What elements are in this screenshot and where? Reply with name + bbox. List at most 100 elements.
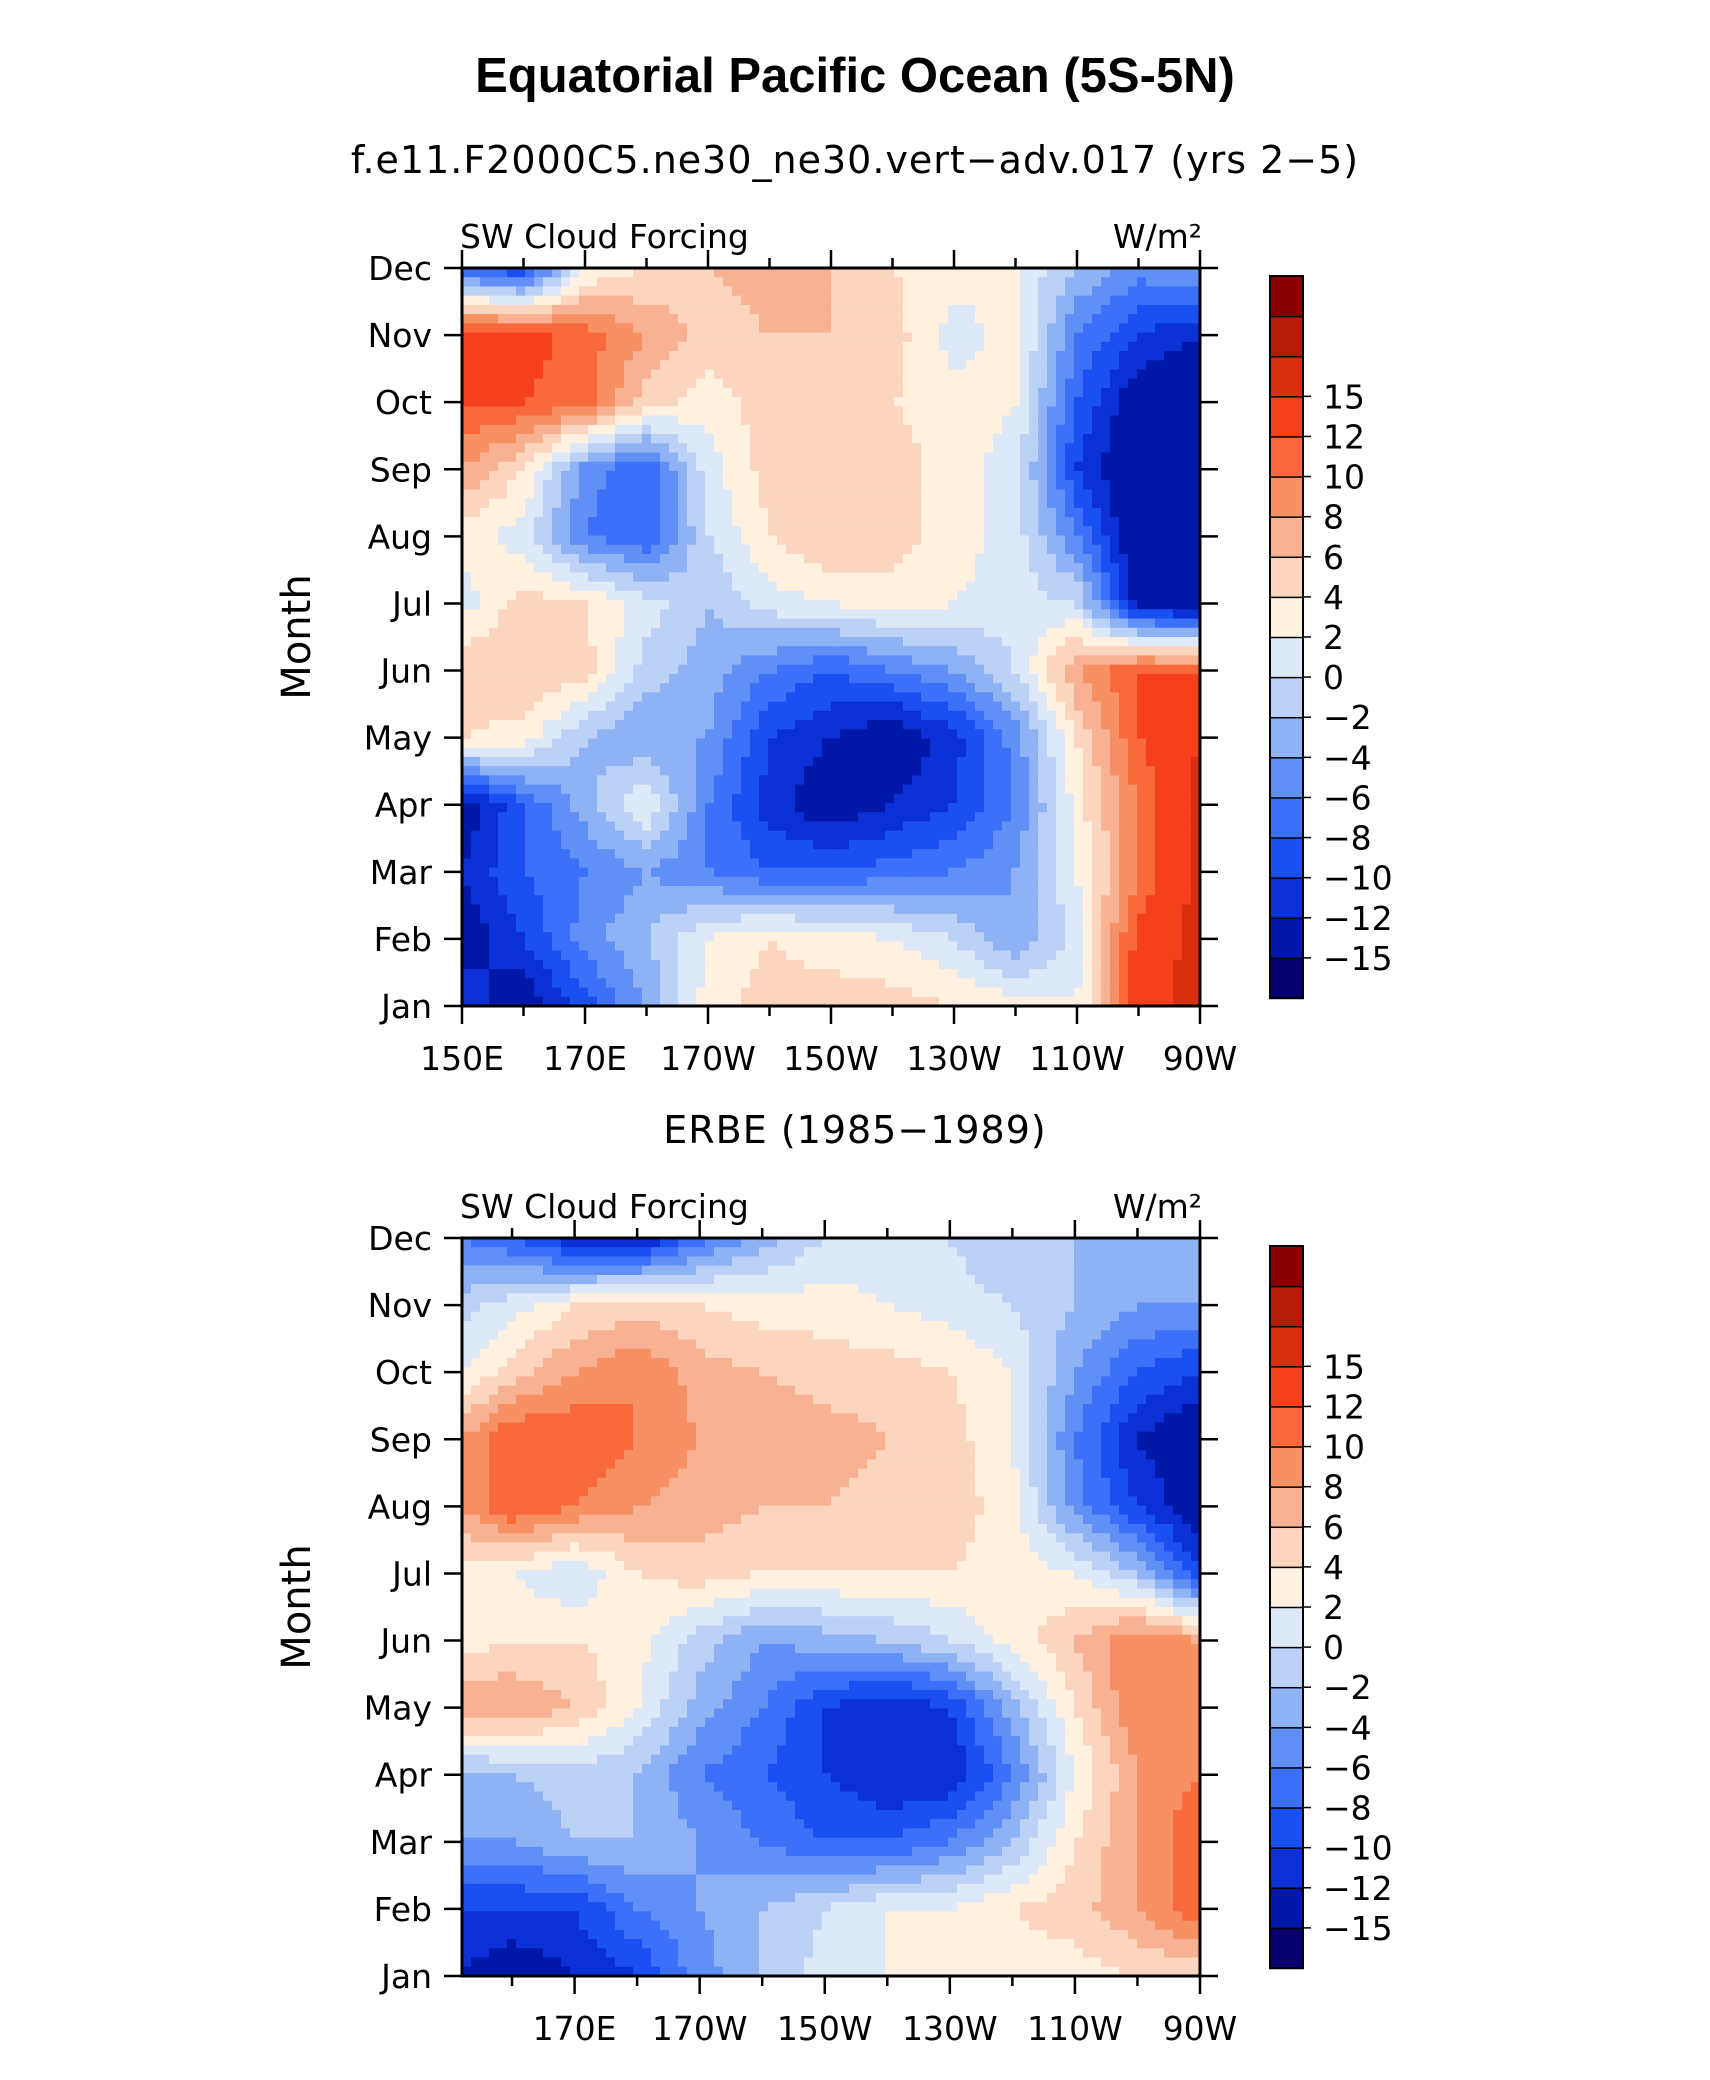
- top-heatmap-cell: [669, 655, 679, 666]
- top-heatmap-cell: [669, 600, 679, 611]
- top-heatmap-cell: [957, 489, 967, 500]
- top-heatmap-cell: [1011, 701, 1021, 712]
- top-heatmap-cell: [885, 710, 895, 721]
- top-heatmap-cell: [1002, 720, 1012, 730]
- top-heatmap-cell: [867, 424, 877, 435]
- top-heatmap-cell: [966, 600, 976, 611]
- top-heatmap-cell: [786, 544, 796, 555]
- top-heatmap-cell: [840, 692, 850, 703]
- top-heatmap-cell: [786, 387, 796, 398]
- top-heatmap-cell: [1065, 314, 1075, 325]
- top-heatmap-cell: [831, 517, 841, 527]
- top-heatmap-cell: [948, 360, 958, 371]
- top-heatmap-cell: [1074, 332, 1084, 343]
- top-heatmap-cell: [489, 729, 499, 740]
- top-heatmap-cell: [840, 766, 850, 777]
- top-heatmap-cell: [516, 590, 526, 601]
- top-heatmap-cell: [957, 295, 967, 306]
- top-heatmap-cell: [804, 544, 814, 555]
- top-heatmap-cell: [1011, 655, 1021, 666]
- top-heatmap-cell: [525, 470, 535, 481]
- top-heatmap-cell: [1101, 766, 1111, 777]
- top-heatmap-cell: [1002, 664, 1012, 675]
- top-heatmap-cell: [1182, 277, 1192, 288]
- top-heatmap-cell: [840, 544, 850, 555]
- top-heatmap-cell: [993, 470, 1003, 481]
- top-heatmap-cell: [507, 563, 517, 574]
- top-heatmap-cell: [1128, 637, 1138, 647]
- top-heatmap-cell: [687, 314, 697, 325]
- top-heatmap-cell: [615, 553, 625, 564]
- top-heatmap-cell: [912, 369, 922, 380]
- top-heatmap-cell: [1020, 683, 1030, 694]
- top-heatmap-cell: [1047, 646, 1057, 657]
- top-heatmap-cell: [1020, 729, 1030, 740]
- top-heatmap-cell: [714, 277, 724, 288]
- top-heatmap-cell: [642, 747, 652, 758]
- top-heatmap-cell: [1173, 756, 1183, 767]
- top-heatmap-cell: [678, 563, 688, 574]
- top-heatmap-cell: [984, 738, 994, 749]
- top-heatmap-cell: [777, 351, 787, 361]
- top-heatmap-cell: [768, 784, 778, 795]
- top-heatmap-cell: [597, 406, 607, 417]
- top-heatmap-cell: [840, 535, 850, 546]
- top-heatmap-cell: [1182, 747, 1192, 758]
- top-heatmap-cell: [1002, 378, 1012, 389]
- top-heatmap-cell: [1164, 590, 1174, 601]
- top-heatmap-cell: [1065, 480, 1075, 491]
- top-heatmap-cell: [993, 821, 1003, 832]
- top-heatmap-cell: [759, 683, 769, 694]
- top-heatmap-cell: [1056, 775, 1066, 786]
- top-heatmap-cell: [948, 821, 958, 832]
- top-heatmap-cell: [804, 664, 814, 675]
- top-heatmap-cell: [1038, 341, 1048, 352]
- top-heatmap-cell: [660, 738, 670, 749]
- top-heatmap-cell: [966, 443, 976, 454]
- top-heatmap-cell: [480, 434, 490, 444]
- top-heatmap-cell: [1038, 637, 1048, 647]
- top-heatmap-cell: [705, 397, 715, 408]
- top-heatmap-cell: [1056, 526, 1066, 537]
- top-heatmap-cell: [921, 747, 931, 758]
- top-heatmap-cell: [588, 304, 598, 315]
- top-heatmap-cell: [804, 563, 814, 574]
- top-heatmap-cell: [804, 526, 814, 537]
- top-heatmap-cell: [480, 646, 490, 657]
- top-heatmap-cell: [759, 526, 769, 537]
- top-heatmap-cell: [741, 470, 751, 481]
- top-heatmap-cell: [966, 323, 976, 334]
- top-heatmap-cell: [723, 609, 733, 620]
- top-heatmap-cell: [1173, 314, 1183, 325]
- top-heatmap-cell: [975, 590, 985, 601]
- top-heatmap-cell: [741, 323, 751, 334]
- top-heatmap-cell: [867, 729, 877, 740]
- top-heatmap-cell: [975, 286, 985, 297]
- top-heatmap-cell: [1182, 434, 1192, 444]
- top-heatmap-cell: [615, 738, 625, 749]
- top-heatmap-cell: [633, 766, 643, 777]
- top-heatmap-cell: [885, 415, 895, 426]
- top-heatmap-cell: [1110, 673, 1120, 684]
- top-heatmap-cell: [1101, 664, 1111, 675]
- top-heatmap-cell: [714, 295, 724, 306]
- top-heatmap-cell: [597, 572, 607, 583]
- top-heatmap-cell: [813, 701, 823, 712]
- top-heatmap-cell: [975, 489, 985, 500]
- top-heatmap-cell: [966, 683, 976, 694]
- top-heatmap-cell: [804, 424, 814, 435]
- top-heatmap-cell: [876, 406, 886, 417]
- top-heatmap-cell: [642, 341, 652, 352]
- top-heatmap-cell: [813, 360, 823, 371]
- top-heatmap-cell: [615, 470, 625, 481]
- top-heatmap-cell: [804, 683, 814, 694]
- top-heatmap-cell: [777, 535, 787, 546]
- top-heatmap-cell: [1101, 397, 1111, 408]
- top-heatmap-cell: [1065, 563, 1075, 574]
- top-heatmap-cell: [480, 581, 490, 592]
- top-heatmap-cell: [462, 655, 472, 666]
- top-heatmap-cell: [921, 286, 931, 297]
- top-heatmap-cell: [651, 498, 661, 509]
- top-heatmap-cell: [750, 295, 760, 306]
- top-heatmap-cell: [561, 609, 571, 620]
